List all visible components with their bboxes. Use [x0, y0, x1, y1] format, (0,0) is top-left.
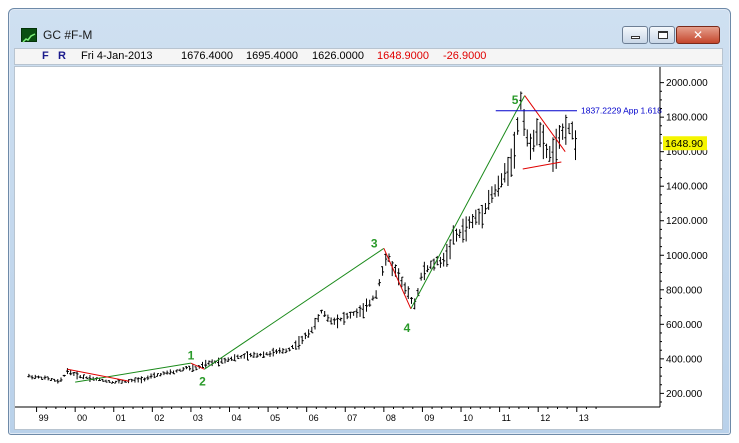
- target-line-group: 1837.2229 App 1.618: [495, 106, 662, 116]
- close-button[interactable]: ✕: [676, 26, 720, 44]
- correction-wave-line: [67, 368, 130, 382]
- y-tick-label: 800.000: [666, 285, 703, 296]
- price-bars: [27, 91, 577, 384]
- wave-label: 4: [404, 321, 411, 335]
- y-tick-label: 1200.000: [666, 216, 708, 227]
- wave-label: 5: [512, 93, 519, 107]
- impulse-wave-line: [410, 95, 526, 310]
- x-tick-label: 07: [347, 413, 357, 423]
- impulse-wave-line: [204, 247, 385, 370]
- y-tick-label: 1800.000: [666, 113, 708, 124]
- r-button[interactable]: R: [58, 50, 66, 62]
- f-button[interactable]: F: [42, 50, 49, 62]
- chart-app-icon: [21, 28, 37, 43]
- x-tick-label: 01: [116, 413, 126, 423]
- minimize-icon: [631, 36, 640, 39]
- correction-wave-line: [524, 95, 566, 152]
- y-tick-label: 1600.000: [666, 147, 708, 158]
- y-tick-label: 1400.000: [666, 182, 708, 193]
- correction-wave-line: [383, 248, 412, 309]
- x-tick-label: 11: [502, 413, 511, 423]
- bar-high: 1695.4000: [246, 50, 298, 62]
- correction-wave-line: [190, 362, 205, 370]
- x-tick-label: 00: [77, 413, 87, 423]
- x-tick-label: 06: [309, 413, 319, 423]
- y-tick-label: 200.000: [666, 389, 703, 400]
- bar-open: 1676.4000: [181, 50, 233, 62]
- x-axis: 99 00 01 02 03 04 05 06 07 08 09 10 11 12 13: [36, 407, 597, 423]
- x-tick-label: 09: [424, 413, 434, 423]
- x-tick-label: 10: [463, 413, 473, 423]
- bar-change: -26.9000: [443, 50, 487, 62]
- wave-lines: [67, 95, 566, 383]
- y-tick-label: 2000.000: [666, 78, 708, 89]
- last-price-label: 1648.90: [665, 138, 703, 150]
- bar-low: 1626.0000: [312, 50, 364, 62]
- y-tick-label: 400.000: [666, 354, 703, 365]
- impulse-wave-line: [75, 362, 192, 383]
- wave-label: 1: [188, 349, 195, 363]
- x-tick-label: 03: [193, 413, 203, 423]
- close-icon: ✕: [692, 28, 704, 42]
- maximize-icon: [658, 31, 668, 39]
- y-axis: 2000.000 1800.000 1600.000 1400.000 1200.000…: [660, 78, 708, 403]
- wave-label: 2: [199, 375, 206, 389]
- bar-close: 1648.9000: [377, 50, 429, 62]
- x-tick-label: 12: [540, 413, 550, 423]
- window-title: GC #F-M: [43, 28, 93, 42]
- x-tick-label: 13: [579, 413, 589, 423]
- wave-labels: 12 3 4 5: [188, 93, 519, 388]
- x-tick-label: 05: [270, 413, 280, 423]
- x-tick-label: 08: [386, 413, 396, 423]
- title-bar[interactable]: GC #F-M: [9, 9, 730, 43]
- wave-label: 3: [371, 236, 378, 250]
- fib-target-label: 1837.2229 App 1.618: [581, 106, 662, 116]
- correction-wave-line: [522, 161, 562, 170]
- x-tick-label: 02: [154, 413, 164, 423]
- bar-date: Fri 4-Jan-2013: [81, 50, 153, 62]
- y-tick-label: 1000.000: [666, 251, 708, 262]
- x-tick-label: 99: [39, 413, 49, 423]
- maximize-button[interactable]: [649, 26, 675, 44]
- minimize-button[interactable]: [622, 26, 648, 44]
- ohlc-info-bar: F R Fri 4-Jan-2013 1676.4000 1695.4000 1…: [14, 48, 723, 65]
- last-price-box: [663, 136, 707, 151]
- x-tick-label: 04: [232, 413, 242, 423]
- y-tick-label: 600.000: [666, 320, 703, 331]
